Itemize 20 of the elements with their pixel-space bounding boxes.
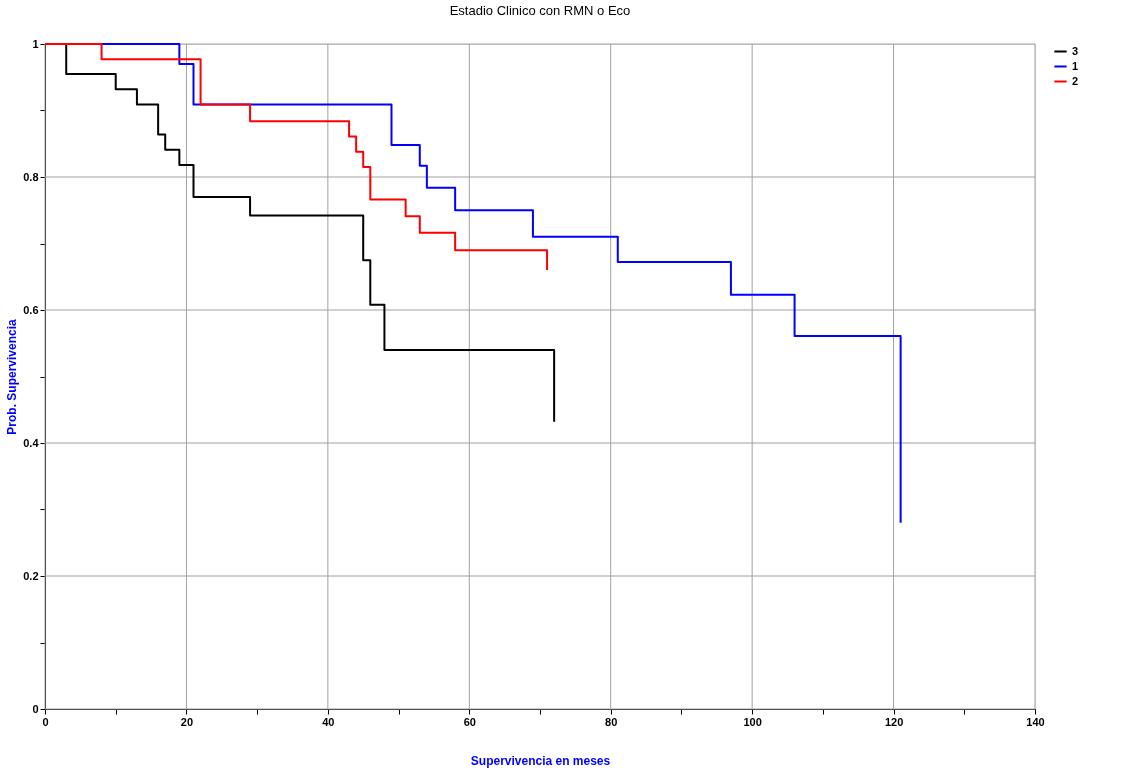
y-tick-label: 1 (32, 37, 39, 50)
legend-label: 1 (1072, 59, 1079, 72)
x-tick-label: 140 (1026, 715, 1045, 728)
y-axis-title: Prob. Supervivencia (5, 318, 20, 435)
y-tick-label: 0.8 (23, 170, 39, 183)
x-tick-label: 20 (180, 715, 194, 728)
x-tick-label: 0 (42, 715, 49, 728)
y-tick-label: 0.6 (23, 303, 39, 316)
legend-label: 3 (1072, 44, 1079, 57)
legend-label: 2 (1072, 74, 1079, 87)
chart-title: Estadio Clinico con RMN o Eco (449, 3, 631, 18)
y-tick-label: 0.2 (23, 569, 39, 582)
x-tick-label: 120 (884, 715, 904, 728)
x-tick-label: 80 (605, 715, 618, 728)
x-tick-label: 100 (743, 715, 762, 728)
x-tick-label: 60 (463, 715, 476, 728)
x-axis-title: Supervivencia en meses (470, 753, 611, 768)
x-tick-label: 40 (322, 715, 335, 728)
y-tick-label: 0.4 (23, 436, 40, 449)
y-tick-label: 0 (32, 702, 39, 715)
